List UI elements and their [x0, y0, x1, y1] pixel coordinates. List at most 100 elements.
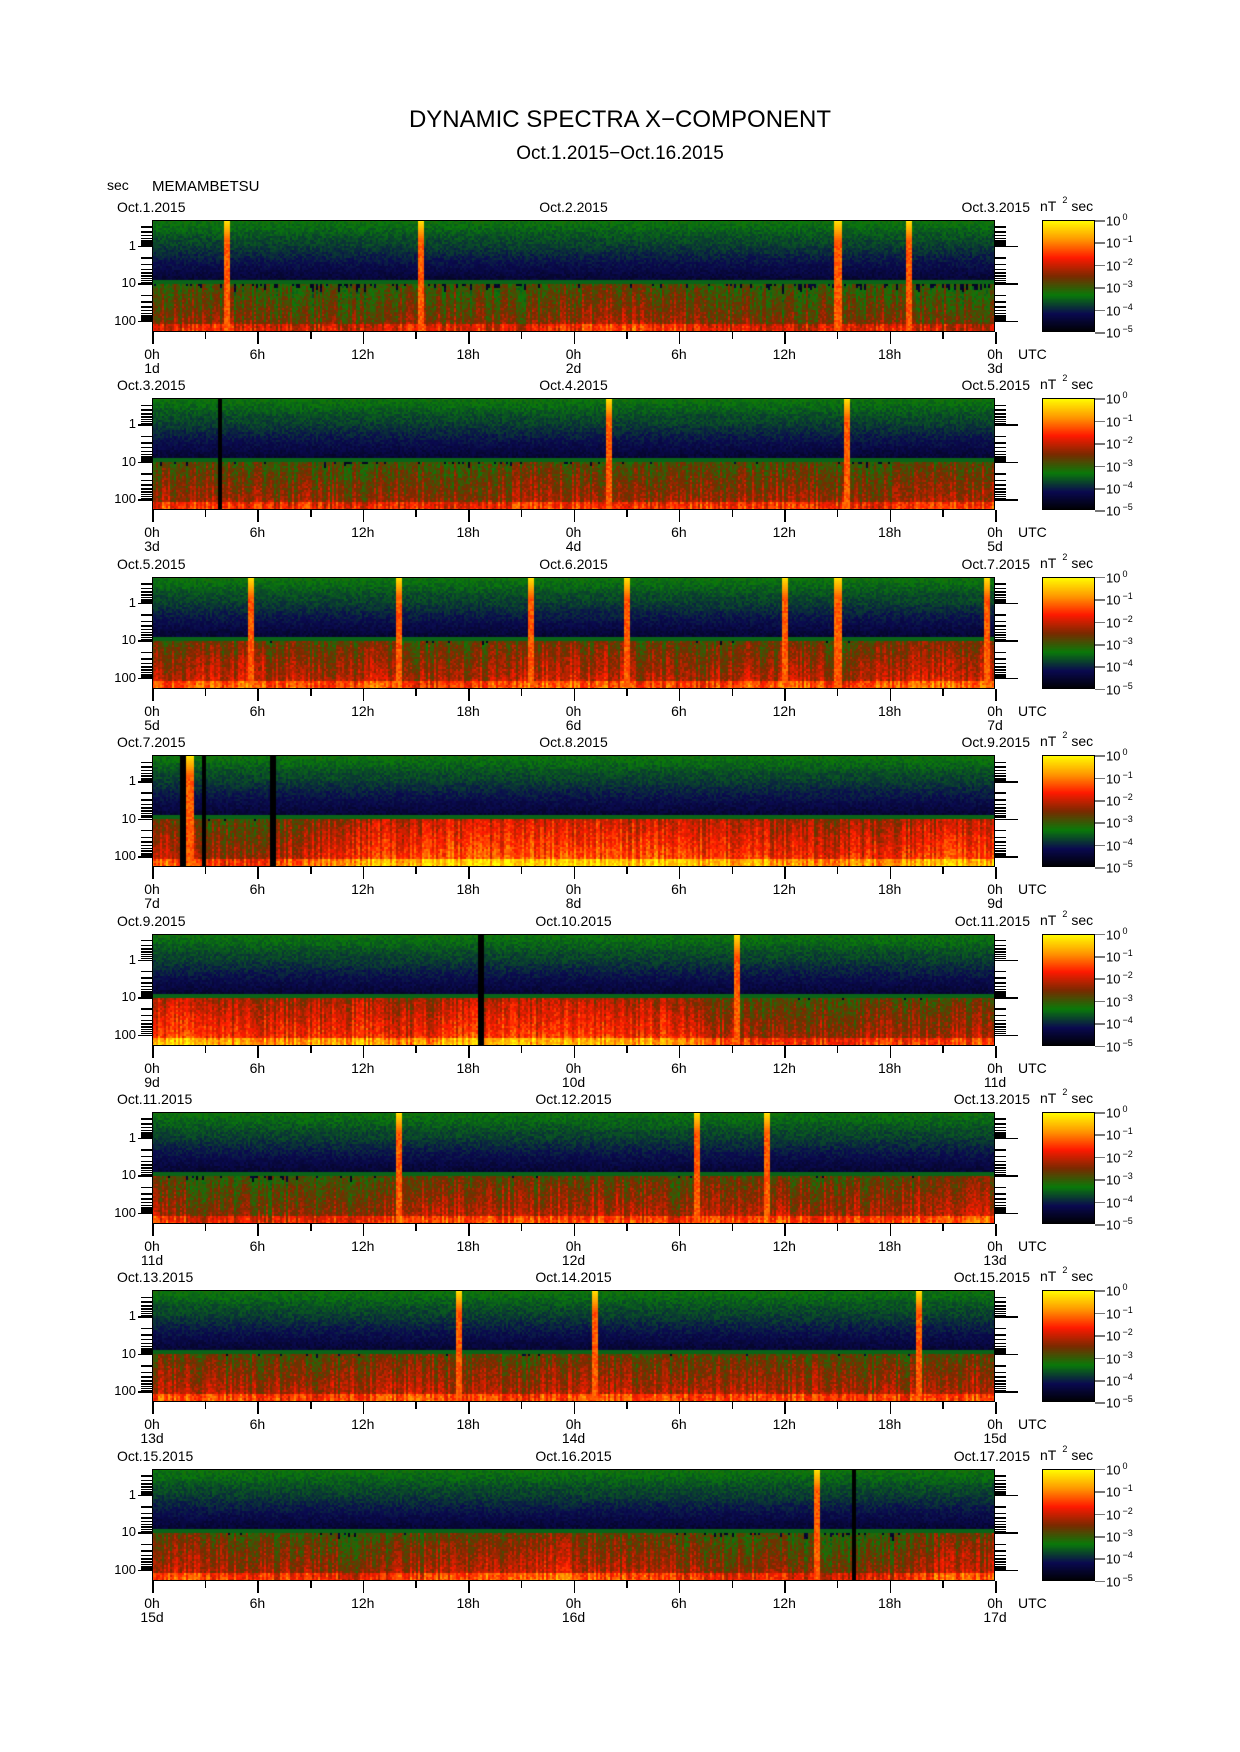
panel-end-date: Oct.11.2015	[954, 912, 1030, 929]
y-minor-tick-right	[995, 301, 1006, 303]
panel-end-date: Oct.3.2015	[961, 199, 1031, 215]
y-tick-label: 100	[114, 1026, 136, 1042]
x-tick	[678, 688, 681, 701]
y-minor-tick-right	[995, 658, 1006, 660]
colorbar-tick	[1095, 242, 1105, 244]
y-tick-label: 10	[121, 1167, 136, 1183]
colorbar-tick	[1095, 510, 1105, 512]
y-minor-tick	[141, 587, 152, 590]
y-minor-tick	[141, 779, 152, 781]
y-minor-tick-right	[995, 1296, 1006, 1299]
colorbar-tick-base: 10	[1106, 637, 1121, 653]
y-minor-tick	[141, 1348, 152, 1350]
y-minor-tick-right	[995, 1207, 1006, 1209]
y-major-tick-right	[995, 283, 1018, 285]
x-tick	[836, 867, 839, 875]
x-tick-label: 12h	[772, 1059, 796, 1076]
y-minor-tick-right	[995, 628, 1006, 631]
y-minor-tick-right	[995, 944, 1006, 947]
y-major-tick-right	[995, 677, 1018, 680]
y-minor-tick	[141, 1032, 152, 1035]
colorbar-frame	[1042, 933, 1095, 1046]
colorbar	[1042, 1112, 1095, 1224]
colorbar-unit: nT 2 sec	[1040, 909, 1093, 928]
y-minor-tick-right	[995, 991, 1006, 993]
y-minor-tick-right	[995, 850, 1006, 852]
x-tick-label: 12h	[772, 1416, 796, 1433]
y-minor-tick	[141, 277, 152, 280]
y-major-tick-right	[995, 424, 1018, 426]
x-tick	[257, 1045, 259, 1058]
y-minor-tick-right	[995, 1365, 1006, 1367]
x-tick	[204, 688, 207, 696]
y-minor-tick	[141, 1211, 152, 1213]
day-label: 6d	[565, 716, 582, 733]
x-tick	[995, 1580, 997, 1593]
panel-start-date: Oct.1.2015	[117, 199, 186, 215]
x-tick-label: 12h	[351, 346, 375, 362]
y-minor-tick-right	[995, 1387, 1006, 1390]
y-minor-tick	[141, 1314, 152, 1317]
y-minor-tick	[141, 1550, 152, 1552]
colorbar-tick-base: 10	[1106, 592, 1121, 608]
x-tick	[415, 510, 417, 518]
colorbar-tick-label: 10 −5	[1106, 681, 1133, 697]
colorbar-frame	[1042, 1290, 1095, 1403]
colorbar-tick-exp: −3	[1122, 636, 1133, 646]
x-tick-label: 18h	[877, 1059, 902, 1076]
colorbar-tick	[1095, 599, 1105, 601]
colorbar-tick	[1095, 309, 1105, 312]
x-tick-label: 0h	[565, 1416, 582, 1433]
spectrogram-image	[152, 398, 995, 511]
y-minor-tick-right	[995, 1491, 1006, 1493]
y-minor-tick	[141, 988, 152, 991]
y-minor-tick-right	[995, 491, 1006, 493]
colorbar-tick-label: 10 −4	[1106, 1550, 1133, 1566]
y-minor-tick	[141, 1345, 152, 1348]
y-minor-tick-right	[995, 1554, 1006, 1557]
y-minor-tick	[141, 237, 152, 240]
colorbar-tick-base: 10	[1106, 570, 1121, 586]
y-minor-tick-right	[995, 596, 1006, 599]
colorbar-tick-label: 10 0	[1106, 926, 1127, 942]
y-tick-label: 10	[121, 989, 136, 1005]
y-minor-tick	[141, 1019, 152, 1022]
x-tick	[678, 1402, 681, 1415]
colorbar-unit-suffix: sec	[1071, 1268, 1094, 1285]
y-minor-tick-right	[995, 1350, 1006, 1352]
y-minor-tick	[141, 488, 152, 490]
x-tick	[310, 332, 312, 339]
y-major-tick-right	[995, 1532, 1018, 1534]
y-minor-tick-right	[995, 488, 1006, 490]
y-tick-label: 1	[128, 1486, 136, 1502]
y-minor-tick-right	[995, 1383, 1006, 1385]
y-minor-tick	[141, 416, 152, 418]
y-minor-tick-right	[995, 1173, 1006, 1176]
colorbar-unit-base: nT	[1040, 911, 1057, 928]
y-minor-tick-right	[995, 1561, 1006, 1563]
y-minor-tick-right	[995, 479, 1006, 482]
x-tick-label: 12h	[772, 1238, 796, 1254]
y-major-tick-right	[995, 1137, 1018, 1140]
colorbar-tick-label: 10 −2	[1106, 1506, 1133, 1522]
y-minor-tick-right	[995, 638, 1006, 641]
colorbar-tick	[1095, 1335, 1105, 1337]
colorbar-tick	[1095, 867, 1105, 869]
spectrogram-image	[152, 1468, 995, 1581]
y-minor-tick-right	[995, 306, 1006, 308]
day-label: 11d	[140, 1252, 164, 1268]
day-label: 14d	[561, 1430, 586, 1447]
y-minor-tick-right	[995, 1550, 1006, 1552]
day-label: 7d	[987, 716, 1003, 733]
y-minor-tick	[141, 1118, 152, 1120]
y-minor-tick-right	[995, 676, 1006, 678]
colorbar-tick-label: 10 −5	[1106, 1038, 1133, 1054]
colorbar-unit-suffix: sec	[1071, 733, 1094, 750]
y-minor-tick-right	[995, 1023, 1006, 1025]
colorbar-tick-label: 10 −4	[1106, 480, 1133, 496]
colorbar-unit: nT 2 sec	[1040, 373, 1093, 392]
x-tick	[468, 1224, 470, 1236]
y-minor-tick-right	[995, 257, 1006, 259]
y-minor-tick-right	[995, 1506, 1006, 1508]
x-tick-label: 0h	[565, 524, 582, 541]
